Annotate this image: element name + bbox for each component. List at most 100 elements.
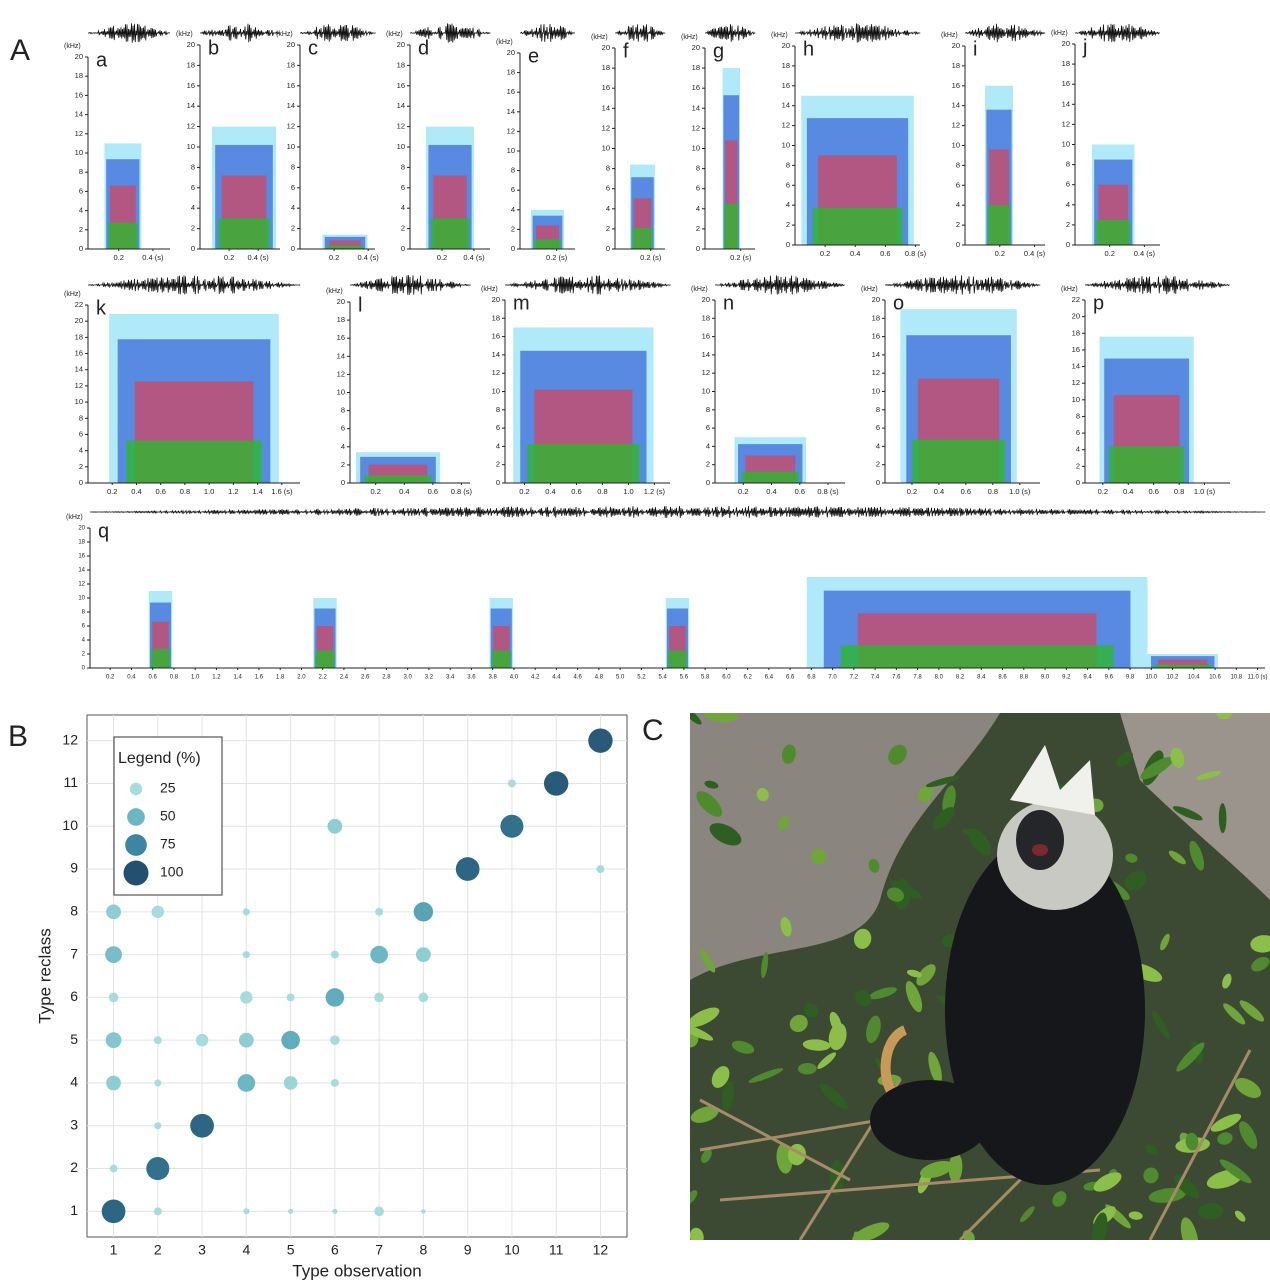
leaf — [1116, 751, 1133, 768]
x-tick-label: 0.4 — [934, 487, 944, 496]
x-tick-label: 0.2 — [107, 487, 117, 496]
x-tick-label: 0.4 — [850, 249, 860, 258]
x-tick-label: 2 — [154, 1242, 162, 1258]
y-tick-label: 12 — [75, 129, 83, 138]
y-tick-label: 4 — [696, 204, 700, 213]
y-tick-label: 6 — [291, 183, 295, 192]
y-tick-label: 4 — [401, 203, 405, 212]
x-tick-label: 7.2 — [850, 675, 859, 681]
leaf — [802, 1039, 831, 1051]
y-tick-label: 20 — [702, 295, 710, 304]
y-tick-label: 14 — [187, 101, 195, 110]
y-tick-label: 16 — [507, 87, 515, 96]
panel-letter: d — [418, 37, 429, 59]
leaf — [690, 1190, 698, 1207]
y-tick-label: 4 — [1066, 200, 1070, 209]
leaf — [1189, 840, 1205, 871]
leaf — [916, 964, 936, 986]
y-tick-label: 8 — [191, 162, 195, 171]
y-tick-label: 12 — [75, 381, 83, 390]
x-tick-label: 0.8 — [597, 487, 607, 496]
y-tick-label: 16 — [337, 333, 345, 342]
x-tick-label: 0.4 — [131, 487, 141, 496]
x-tick-label: 0.2 — [1104, 249, 1114, 258]
y-tick-label: 18 — [75, 332, 83, 341]
x-tick-label: 1.0 — [623, 487, 633, 496]
x-tick-label: 3 — [198, 1242, 206, 1258]
x-tick-label: 1.0 — [191, 675, 200, 681]
y-tick-label: 8 — [1076, 411, 1080, 420]
leaf — [1176, 1042, 1205, 1072]
y-tick-label: 18 — [492, 313, 500, 322]
x-tick-label: 9 — [464, 1242, 472, 1258]
x-tick-label: 0.8 — [988, 487, 998, 496]
x-tick-label: 6.2 — [743, 675, 752, 681]
x-tick-label: 0.8 — [1174, 487, 1184, 496]
y-tick-label: 2 — [786, 220, 790, 229]
leaf — [1223, 1003, 1246, 1025]
y-tick-label: 4 — [706, 441, 710, 450]
y-tick-label: 12 — [1072, 378, 1080, 387]
y-tick-label: 0 — [401, 244, 405, 253]
spectrogram-energy — [1096, 219, 1131, 245]
x-tick-label: 3.4 — [446, 675, 455, 681]
x-tick-label: 0.4 — [545, 487, 555, 496]
y-tick-label: 2 — [401, 224, 405, 233]
legend-marker — [123, 860, 149, 886]
leaf — [709, 823, 742, 846]
bubble — [195, 1033, 209, 1047]
x-tick-label: 5.4 — [658, 675, 667, 681]
x-tick-label: 1.2 (s) — [644, 487, 666, 496]
y-tick-label: 4 — [291, 203, 295, 212]
y-tick-label: 12 — [782, 121, 790, 130]
y-tick-label: 10 — [1072, 395, 1080, 404]
y-tick-label: 6 — [70, 988, 78, 1004]
x-tick-label: 1.6 — [255, 675, 264, 681]
y-tick-label: 14 — [602, 103, 610, 112]
spectrogram-energy — [1108, 446, 1185, 483]
y-tick-label: 11 — [63, 774, 78, 790]
panel-letter: b — [208, 37, 219, 59]
y-tick-label: 20 — [872, 295, 880, 304]
y-unit: (kHz) — [176, 31, 193, 38]
y-tick-label: 2 — [341, 460, 345, 469]
spectrogram-energy — [329, 240, 361, 249]
spectrogram-energy — [527, 444, 640, 483]
x-tick-label: 3.8 — [488, 675, 497, 681]
leaf — [942, 934, 956, 948]
leaf — [1198, 1203, 1224, 1220]
y-tick-label: 2 — [496, 460, 500, 469]
y-tick-label: 14 — [75, 365, 83, 374]
y-tick-label: 10 — [62, 817, 78, 833]
y-tick-label: 10 — [287, 142, 295, 151]
x-tick-label: 0.6 — [961, 487, 971, 496]
y-unit: (kHz) — [386, 31, 403, 38]
x-tick-label: 10.8 — [1230, 675, 1242, 681]
x-tick-label: 7.0 — [828, 675, 837, 681]
x-tick-label: 2.0 — [297, 675, 306, 681]
y-tick-label: 2 — [79, 462, 83, 471]
y-tick-label: 10 — [75, 148, 83, 157]
x-tick-label: 1 — [110, 1242, 118, 1258]
y-tick-label: 20 — [492, 295, 500, 304]
bubble — [101, 1199, 126, 1224]
panel-letter: a — [96, 49, 108, 71]
y-tick-label: 2 — [79, 225, 83, 234]
x-tick-label: 5 — [287, 1242, 295, 1258]
y-tick-label: 6 — [696, 184, 700, 193]
bubble — [242, 951, 250, 959]
bubble — [455, 857, 480, 881]
legend-label: 100 — [160, 864, 184, 880]
y-tick-label: 6 — [786, 180, 790, 189]
bubble — [237, 1074, 256, 1092]
panel-letter: l — [358, 294, 362, 316]
x-tick-label: 3.6 — [467, 675, 476, 681]
x-tick-label: 0.8 (s) — [905, 249, 927, 258]
y-tick-label: 6 — [706, 423, 710, 432]
y-unit: (kHz) — [1051, 30, 1068, 37]
y-tick-label: 20 — [287, 40, 295, 49]
x-tick-label: 0.6 — [155, 487, 165, 496]
spectrogram-energy — [912, 439, 1006, 483]
x-tick-label: 0.4 (s) — [1024, 249, 1046, 258]
y-tick-label: 0 — [606, 244, 610, 253]
